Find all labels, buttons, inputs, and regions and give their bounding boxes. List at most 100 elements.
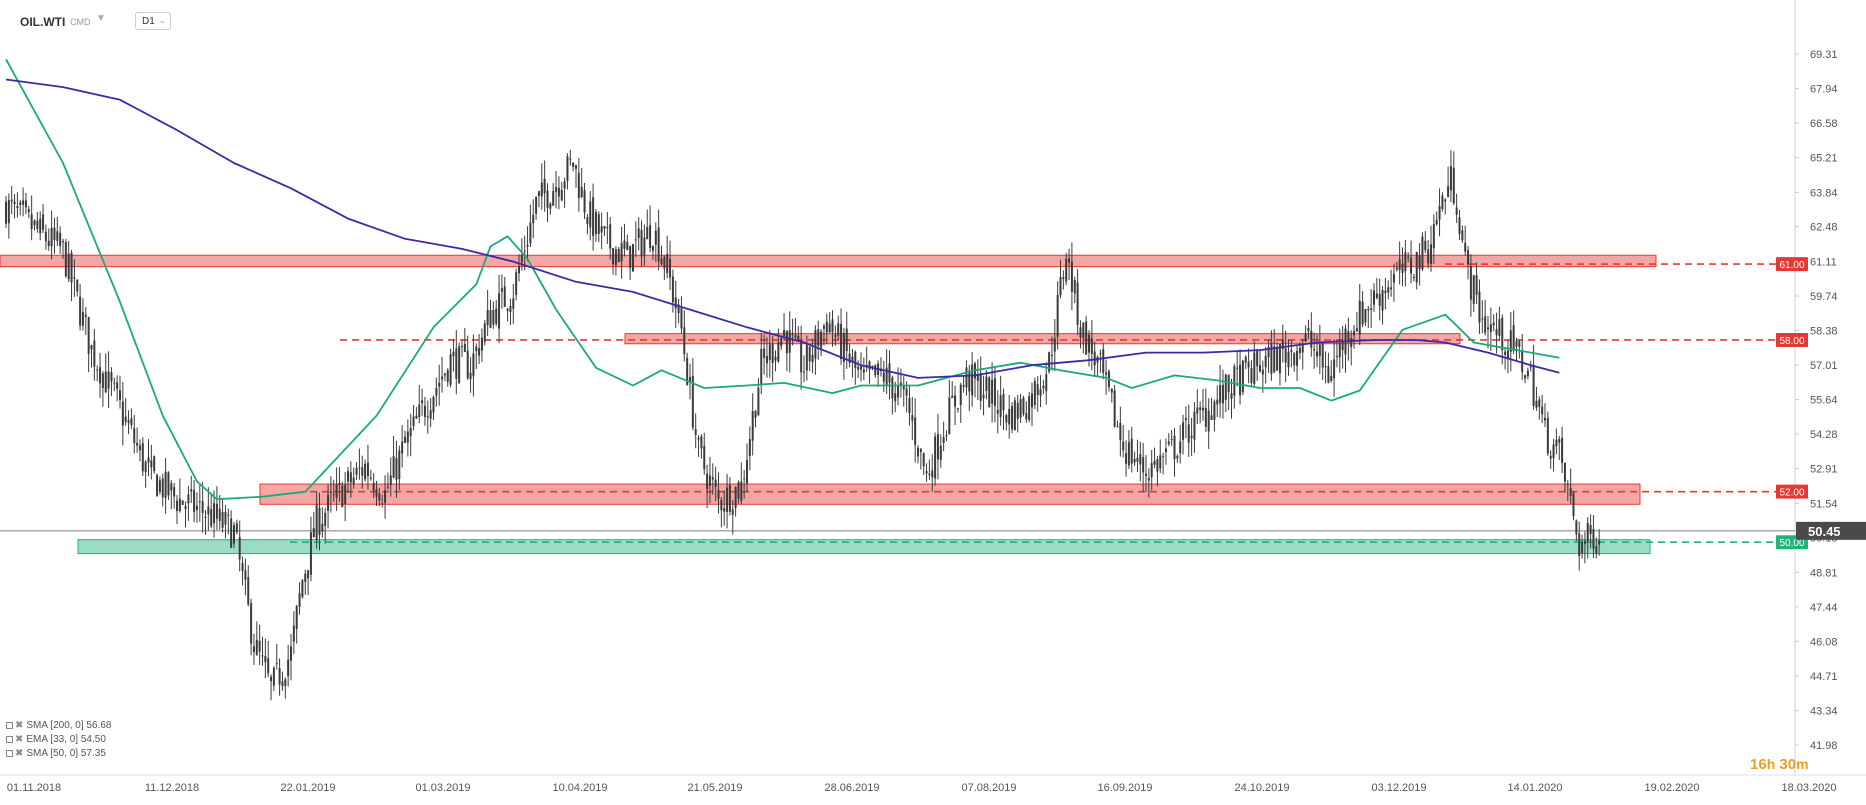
- candle-body: [406, 431, 409, 443]
- legend-item[interactable]: ✖ EMA [33, 0] 54.50: [6, 734, 106, 745]
- candle-body: [324, 512, 327, 526]
- candle-body: [825, 321, 828, 333]
- candle-body: [1048, 352, 1051, 372]
- candle-body: [87, 316, 90, 354]
- candle-body: [1544, 417, 1546, 421]
- candle-body: [44, 231, 47, 242]
- legend-item[interactable]: ✖ SMA [50, 0] 57.35: [6, 748, 106, 759]
- candle-body: [170, 483, 173, 491]
- candle-body: [763, 348, 766, 358]
- candle-body: [777, 342, 780, 362]
- candle-body: [1495, 329, 1498, 336]
- candle-body: [338, 483, 341, 486]
- candle-body: [1022, 397, 1025, 414]
- candle-body: [230, 518, 233, 548]
- candle-body: [842, 333, 845, 363]
- candle-body: [1099, 353, 1102, 355]
- candle-body: [526, 244, 529, 247]
- candle-body: [854, 351, 857, 368]
- candle-body: [489, 310, 492, 328]
- candle-body: [512, 298, 515, 309]
- candle-body: [355, 468, 358, 475]
- candle-body: [1230, 393, 1233, 399]
- candle-body: [922, 453, 925, 467]
- candle-body: [1404, 252, 1407, 272]
- candle-body: [1327, 366, 1330, 383]
- candle-body: [1213, 401, 1216, 420]
- candle-body: [954, 395, 957, 407]
- candle-body: [384, 490, 387, 503]
- candle-body: [415, 415, 418, 419]
- candle-body: [914, 417, 917, 445]
- symbol-dropdown-icon[interactable]: ▼: [96, 13, 106, 24]
- candle-body: [834, 334, 837, 337]
- indicator-settings-icon[interactable]: [6, 735, 13, 743]
- x-tick-label: 01.03.2019: [415, 782, 470, 794]
- candle-body: [116, 382, 119, 389]
- candle-body: [708, 475, 711, 486]
- remove-indicator-icon[interactable]: ✖: [15, 734, 24, 745]
- candle-body: [1182, 422, 1185, 440]
- x-tick-label: 07.08.2019: [961, 782, 1016, 794]
- candle-body: [774, 356, 777, 361]
- timeframe-select[interactable]: D1 ⌄: [135, 12, 171, 30]
- candle-countdown: 16h 30m: [1750, 756, 1809, 773]
- candle-body: [1430, 244, 1432, 264]
- candle-body: [261, 655, 264, 657]
- candle-body: [76, 279, 79, 292]
- candle-body: [1487, 327, 1489, 330]
- candle-body: [1116, 426, 1119, 428]
- y-tick-label: 63.84: [1810, 187, 1838, 199]
- candle-body: [1458, 217, 1461, 234]
- candle-body: [791, 333, 794, 336]
- candle-body: [372, 482, 375, 491]
- candle-body: [429, 410, 432, 419]
- candle-body: [472, 353, 475, 377]
- candle-body: [1159, 455, 1162, 469]
- candle-body: [703, 445, 706, 470]
- candle-body: [936, 434, 939, 460]
- candle-body: [919, 448, 922, 453]
- candle-body: [1341, 340, 1344, 351]
- candle-body: [560, 190, 563, 201]
- candle-body: [1475, 275, 1478, 295]
- candle-body: [426, 416, 429, 418]
- candle-body: [1070, 261, 1073, 292]
- candle-body: [1381, 290, 1384, 311]
- candle-body: [1016, 402, 1019, 419]
- candle-body: [298, 593, 301, 607]
- candle-body: [1418, 255, 1421, 270]
- candle-body: [104, 371, 107, 393]
- candle-body: [1173, 435, 1176, 460]
- candle-body: [1546, 417, 1549, 454]
- candle-body: [822, 325, 825, 329]
- candle-body: [882, 372, 885, 382]
- candle-body: [167, 472, 170, 496]
- candle-body: [1056, 295, 1059, 337]
- candle-body: [771, 344, 774, 364]
- timer-h: h: [1766, 756, 1776, 772]
- remove-indicator-icon[interactable]: ✖: [15, 720, 24, 731]
- candle-body: [902, 386, 905, 390]
- candle-body: [99, 367, 102, 384]
- candle-body: [124, 416, 127, 422]
- candle-body: [1139, 454, 1142, 465]
- remove-indicator-icon[interactable]: ✖: [15, 748, 24, 759]
- indicator-settings-icon[interactable]: [6, 721, 13, 729]
- candle-body: [583, 190, 586, 213]
- y-tick-label: 57.01: [1810, 360, 1838, 372]
- x-tick-label: 18.03.2020: [1781, 782, 1836, 794]
- candle-body: [934, 436, 937, 479]
- candle-body: [1583, 540, 1586, 545]
- symbol-label[interactable]: OIL.WTI: [20, 15, 66, 29]
- candle-body: [1256, 351, 1259, 367]
- y-tick-label: 69.31: [1810, 49, 1838, 61]
- candle-body: [1347, 331, 1350, 343]
- y-tick-label: 54.28: [1810, 429, 1838, 441]
- legend-item[interactable]: ✖ SMA [200, 0] 56.68: [6, 720, 111, 731]
- candle-body: [569, 158, 572, 160]
- candle-body: [740, 481, 743, 501]
- indicator-settings-icon[interactable]: [6, 749, 13, 757]
- candle-body: [1355, 328, 1358, 332]
